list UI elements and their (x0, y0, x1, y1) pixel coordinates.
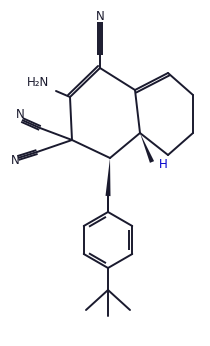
Text: N: N (16, 109, 24, 121)
Text: N: N (11, 155, 19, 167)
Text: N: N (96, 10, 104, 24)
Polygon shape (105, 158, 110, 196)
Polygon shape (140, 133, 154, 163)
Text: H₂N: H₂N (27, 76, 49, 90)
Text: H: H (159, 158, 168, 172)
